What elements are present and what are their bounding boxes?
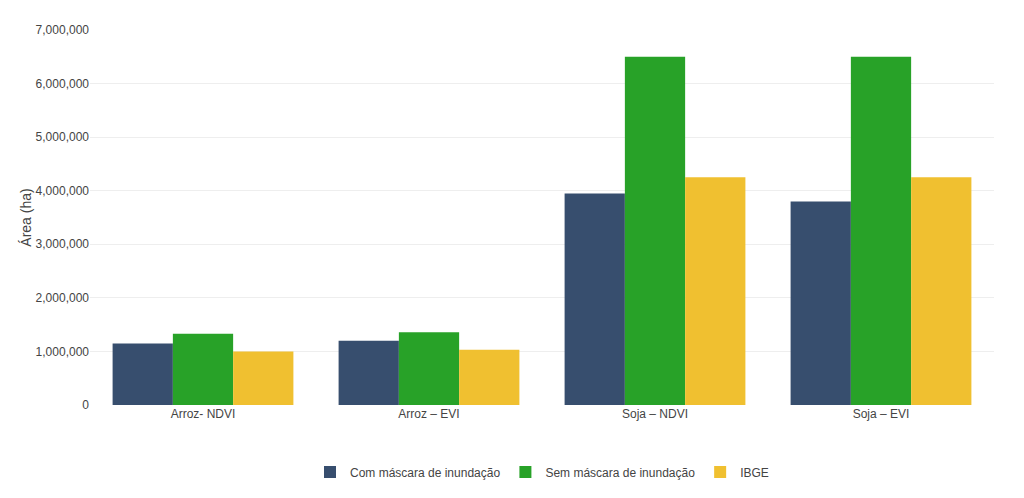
svg-text:4,000,000: 4,000,000 <box>36 184 90 198</box>
svg-text:1,000,000: 1,000,000 <box>36 345 90 359</box>
svg-text:IBGE: IBGE <box>740 466 769 480</box>
svg-text:Soja – NDVI: Soja – NDVI <box>622 407 688 421</box>
svg-text:Soja – EVI: Soja – EVI <box>853 407 910 421</box>
svg-text:3,000,000: 3,000,000 <box>36 237 90 251</box>
svg-text:Arroz- NDVI: Arroz- NDVI <box>171 407 236 421</box>
svg-text:Com máscara de inundação: Com máscara de inundação <box>350 466 500 480</box>
svg-text:Arroz – EVI: Arroz – EVI <box>398 407 459 421</box>
svg-text:2,000,000: 2,000,000 <box>36 291 90 305</box>
svg-text:7,000,000: 7,000,000 <box>36 23 90 37</box>
svg-text:5,000,000: 5,000,000 <box>36 130 90 144</box>
svg-text:Área (ha): Área (ha) <box>18 188 34 246</box>
svg-text:Sem máscara de inundação: Sem máscara de inundação <box>545 466 695 480</box>
svg-text:6,000,000: 6,000,000 <box>36 77 90 91</box>
svg-text:0: 0 <box>82 398 89 412</box>
